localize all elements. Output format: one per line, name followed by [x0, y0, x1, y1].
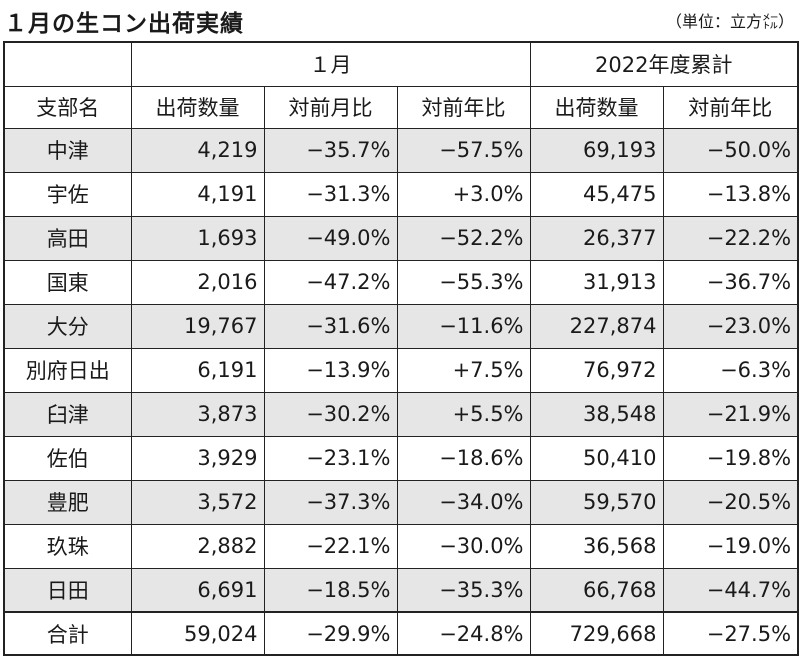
cum-shipment-qty: 59,570: [529, 479, 664, 525]
header-shipments: 出荷数量: [130, 85, 265, 129]
cum-shipment-qty: 31,913: [529, 259, 664, 305]
prev-year-ratio: −18.6%: [396, 435, 531, 481]
total-cum-prev-year-ratio: −27.5%: [662, 611, 799, 656]
prev-month-ratio: −18.5%: [263, 567, 398, 613]
branch-name: 宇佐: [3, 171, 132, 217]
shipment-qty: 2,882: [130, 523, 265, 569]
cum-prev-year-ratio: −6.3%: [662, 347, 799, 393]
shipment-qty: 3,873: [130, 391, 265, 437]
cum-shipment-qty: 76,972: [529, 347, 664, 393]
total-prev-year-ratio: −24.8%: [396, 611, 531, 656]
table-row: 豊肥 3,572 −37.3% −34.0% 59,570 −20.5%: [3, 479, 799, 525]
table-row: 国東 2,016 −47.2% −55.3% 31,913 −36.7%: [3, 259, 799, 305]
shipment-qty: 4,219: [130, 127, 265, 173]
prev-year-ratio: +3.0%: [396, 171, 531, 217]
prev-year-ratio: −52.2%: [396, 215, 531, 261]
branch-name: 佐伯: [3, 435, 132, 481]
shipment-qty: 1,693: [130, 215, 265, 261]
table-row: 中津 4,219 −35.7% −57.5% 69,193 −50.0%: [3, 127, 799, 173]
cum-prev-year-ratio: −23.0%: [662, 303, 799, 349]
table-row: 大分 19,767 −31.6% −11.6% 227,874 −23.0%: [3, 303, 799, 349]
cum-shipment-qty: 66,768: [529, 567, 664, 613]
cum-shipment-qty: 45,475: [529, 171, 664, 217]
cum-prev-year-ratio: −21.9%: [662, 391, 799, 437]
prev-month-ratio: −22.1%: [263, 523, 398, 569]
cum-prev-year-ratio: −13.8%: [662, 171, 799, 217]
prev-month-ratio: −23.1%: [263, 435, 398, 481]
shipment-qty: 3,572: [130, 479, 265, 525]
cum-shipment-qty: 38,548: [529, 391, 664, 437]
cum-prev-year-ratio: −19.8%: [662, 435, 799, 481]
total-row: 合計 59,024 −29.9% −24.8% 729,668 −27.5%: [3, 611, 799, 656]
prev-month-ratio: −35.7%: [263, 127, 398, 173]
header-group-month: １月: [130, 41, 531, 87]
cum-prev-year-ratio: −22.2%: [662, 215, 799, 261]
prev-month-ratio: −31.6%: [263, 303, 398, 349]
total-prev-month-ratio: −29.9%: [263, 611, 398, 656]
prev-month-ratio: −37.3%: [263, 479, 398, 525]
prev-year-ratio: −35.3%: [396, 567, 531, 613]
prev-year-ratio: +5.5%: [396, 391, 531, 437]
cum-shipment-qty: 36,568: [529, 523, 664, 569]
prev-month-ratio: −31.3%: [263, 171, 398, 217]
table-row: 宇佐 4,191 −31.3% +3.0% 45,475 −13.8%: [3, 171, 799, 217]
prev-month-ratio: −47.2%: [263, 259, 398, 305]
cum-prev-year-ratio: −20.5%: [662, 479, 799, 525]
table-row: 玖珠 2,882 −22.1% −30.0% 36,568 −19.0%: [3, 523, 799, 569]
header-prev-month: 対前月比: [263, 85, 398, 129]
shipment-qty: 4,191: [130, 171, 265, 217]
branch-name: 国東: [3, 259, 132, 305]
total-cum-shipment-qty: 729,668: [529, 611, 664, 656]
cum-prev-year-ratio: −44.7%: [662, 567, 799, 613]
prev-year-ratio: −11.6%: [396, 303, 531, 349]
prev-year-ratio: −34.0%: [396, 479, 531, 525]
cum-prev-year-ratio: −36.7%: [662, 259, 799, 305]
prev-year-ratio: +7.5%: [396, 347, 531, 393]
cum-prev-year-ratio: −50.0%: [662, 127, 799, 173]
prev-year-ratio: −57.5%: [396, 127, 531, 173]
branch-name: 大分: [3, 303, 132, 349]
header-group-row: １月 2022年度累計: [3, 41, 799, 87]
cum-shipment-qty: 69,193: [529, 127, 664, 173]
prev-month-ratio: −30.2%: [263, 391, 398, 437]
cum-shipment-qty: 50,410: [529, 435, 664, 481]
shipment-table: １月 2022年度累計 支部名 出荷数量 対前月比 対前年比 出荷数量 対前年比…: [3, 41, 800, 656]
cum-shipment-qty: 26,377: [529, 215, 664, 261]
total-label: 合計: [3, 611, 132, 656]
shipment-qty: 6,691: [130, 567, 265, 613]
header-column-row: 支部名 出荷数量 対前月比 対前年比 出荷数量 対前年比: [3, 85, 799, 129]
prev-year-ratio: −30.0%: [396, 523, 531, 569]
branch-name: 玖珠: [3, 523, 132, 569]
prev-month-ratio: −13.9%: [263, 347, 398, 393]
table-row: 臼津 3,873 −30.2% +5.5% 38,548 −21.9%: [3, 391, 799, 437]
branch-name: 高田: [3, 215, 132, 261]
table-row: 佐伯 3,929 −23.1% −18.6% 50,410 −19.8%: [3, 435, 799, 481]
table-row: 日田 6,691 −18.5% −35.3% 66,768 −44.7%: [3, 567, 799, 613]
table-row: 高田 1,693 −49.0% −52.2% 26,377 −22.2%: [3, 215, 799, 261]
header-branch: 支部名: [3, 85, 132, 129]
header-group-cumulative: 2022年度累計: [529, 41, 799, 87]
cum-prev-year-ratio: −19.0%: [662, 523, 799, 569]
branch-name: 別府日出: [3, 347, 132, 393]
branch-name: 臼津: [3, 391, 132, 437]
branch-name: 豊肥: [3, 479, 132, 525]
header-cum-prev-year: 対前年比: [662, 85, 799, 129]
total-shipment-qty: 59,024: [130, 611, 265, 656]
header-blank-cell: [3, 41, 132, 87]
shipment-qty: 6,191: [130, 347, 265, 393]
branch-name: 日田: [3, 567, 132, 613]
shipment-qty: 19,767: [130, 303, 265, 349]
table-row: 別府日出 6,191 −13.9% +7.5% 76,972 −6.3%: [3, 347, 799, 393]
unit-note: （単位：立方㍍）: [665, 12, 794, 31]
prev-month-ratio: −49.0%: [263, 215, 398, 261]
header-cum-shipments: 出荷数量: [529, 85, 664, 129]
table-title: １月の生コン出荷実績: [4, 11, 244, 37]
header-prev-year: 対前年比: [396, 85, 531, 129]
shipment-qty: 2,016: [130, 259, 265, 305]
cum-shipment-qty: 227,874: [529, 303, 664, 349]
shipment-qty: 3,929: [130, 435, 265, 481]
branch-name: 中津: [3, 127, 132, 173]
prev-year-ratio: −55.3%: [396, 259, 531, 305]
